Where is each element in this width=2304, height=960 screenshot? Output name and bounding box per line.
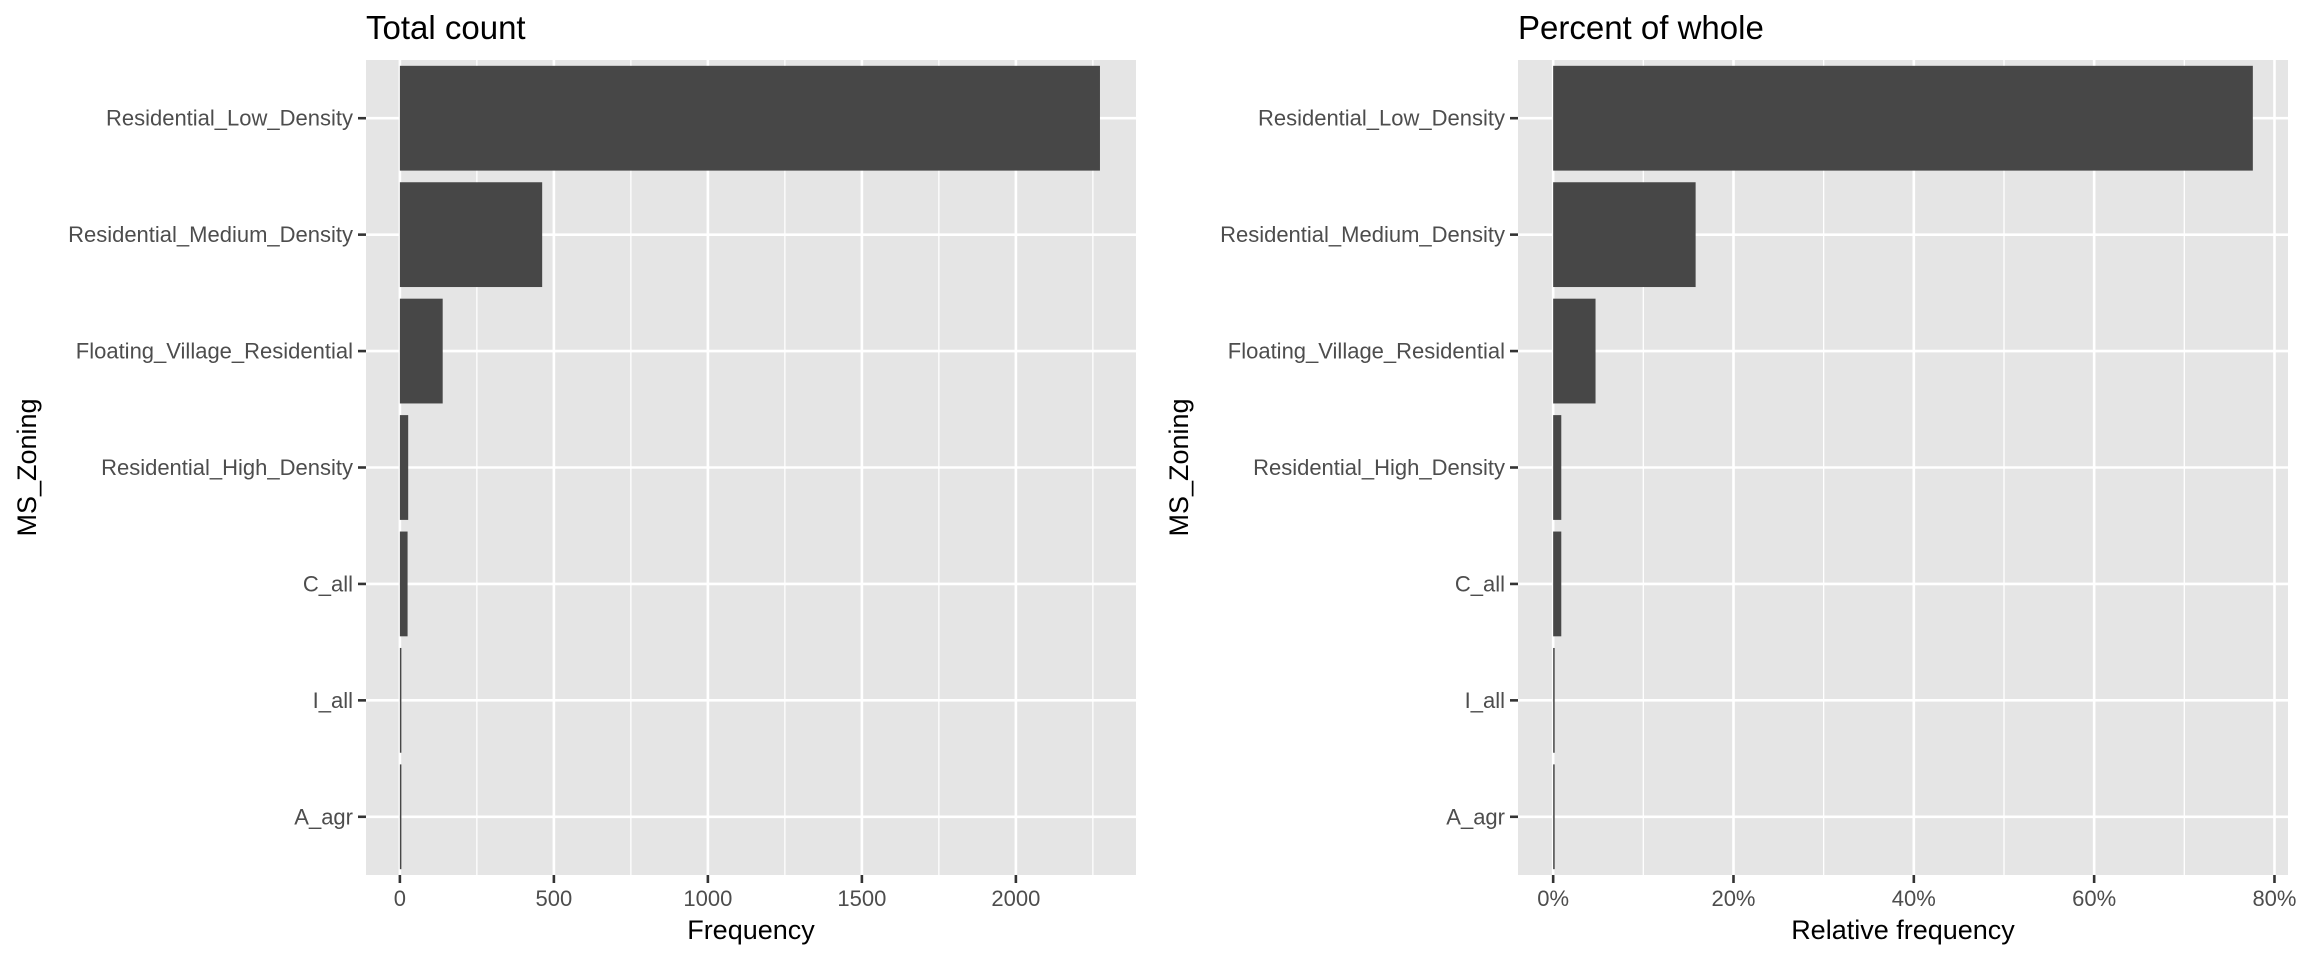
- x-axis-title: Relative frequency: [1791, 915, 2015, 945]
- bar-Floating_Village_Residential: [399, 298, 443, 404]
- bar-Floating_Village_Residential: [1553, 298, 1596, 404]
- x-tick-label: 40%: [1892, 886, 1936, 911]
- y-axis: Residential_Low_Density Residential_Mediu…: [1220, 106, 1518, 829]
- y-tick-label: Floating_Village_Residential: [1228, 339, 1505, 364]
- y-tick-label: I_all: [1465, 688, 1505, 713]
- y-tick-label: Residential_Medium_Density: [1220, 222, 1505, 247]
- y-axis: Residential_Low_Density Residential_Mediu…: [68, 106, 366, 829]
- x-axis: 0 500 1000 1500 2000: [394, 875, 1040, 911]
- bar-Residential_Low_Density: [1553, 65, 2253, 171]
- x-tick-label: 500: [536, 886, 573, 911]
- bars: [1553, 65, 2253, 870]
- x-axis: 0% 20% 40% 60% 80%: [1537, 875, 2296, 911]
- bar-C_all: [1553, 531, 1562, 637]
- x-tick-label: 1500: [837, 886, 886, 911]
- plot-title: Total count: [366, 9, 526, 46]
- y-tick-label: C_all: [303, 571, 353, 596]
- x-tick-label: 80%: [2252, 886, 2296, 911]
- y-tick-label: C_all: [1455, 571, 1505, 596]
- bars: [399, 65, 1100, 870]
- x-tick-label: 0%: [1537, 886, 1569, 911]
- y-tick-label: Residential_Low_Density: [106, 106, 353, 131]
- x-tick-label: 60%: [2072, 886, 2116, 911]
- x-tick-label: 2000: [991, 886, 1040, 911]
- y-tick-label: Residential_High_Density: [101, 455, 353, 480]
- y-tick-label: Residential_Low_Density: [1258, 106, 1505, 131]
- y-tick-label: I_all: [313, 688, 353, 713]
- x-tick-label: 1000: [683, 886, 732, 911]
- bar-Residential_Low_Density: [399, 65, 1100, 171]
- bar-C_all: [399, 531, 408, 637]
- bar-A_agr: [1553, 764, 1555, 870]
- x-tick-label: 20%: [1711, 886, 1755, 911]
- y-axis-title: MS_Zoning: [1164, 398, 1194, 536]
- y-axis-title: MS_Zoning: [12, 398, 42, 536]
- x-tick-label: 0: [394, 886, 406, 911]
- bar-I_all: [1553, 647, 1555, 753]
- x-axis-title: Frequency: [687, 915, 815, 945]
- y-tick-label: A_agr: [1446, 804, 1505, 829]
- y-tick-label: Floating_Village_Residential: [76, 339, 353, 364]
- y-tick-label: Residential_High_Density: [1253, 455, 1505, 480]
- bar-Residential_High_Density: [399, 415, 409, 520]
- total-count-panel: Residential_Low_Density Residential_Mediu…: [12, 9, 1136, 945]
- bar-I_all: [399, 647, 402, 753]
- y-tick-label: A_agr: [294, 804, 353, 829]
- bar-Residential_High_Density: [1553, 415, 1562, 520]
- bar-Residential_Medium_Density: [1553, 182, 1696, 288]
- plot-title: Percent of whole: [1518, 9, 1764, 46]
- bar-Residential_Medium_Density: [399, 182, 543, 288]
- y-tick-label: Residential_Medium_Density: [68, 222, 353, 247]
- percent-of-whole-panel: Residential_Low_Density Residential_Mediu…: [1164, 9, 2296, 945]
- bar-A_agr: [399, 764, 402, 870]
